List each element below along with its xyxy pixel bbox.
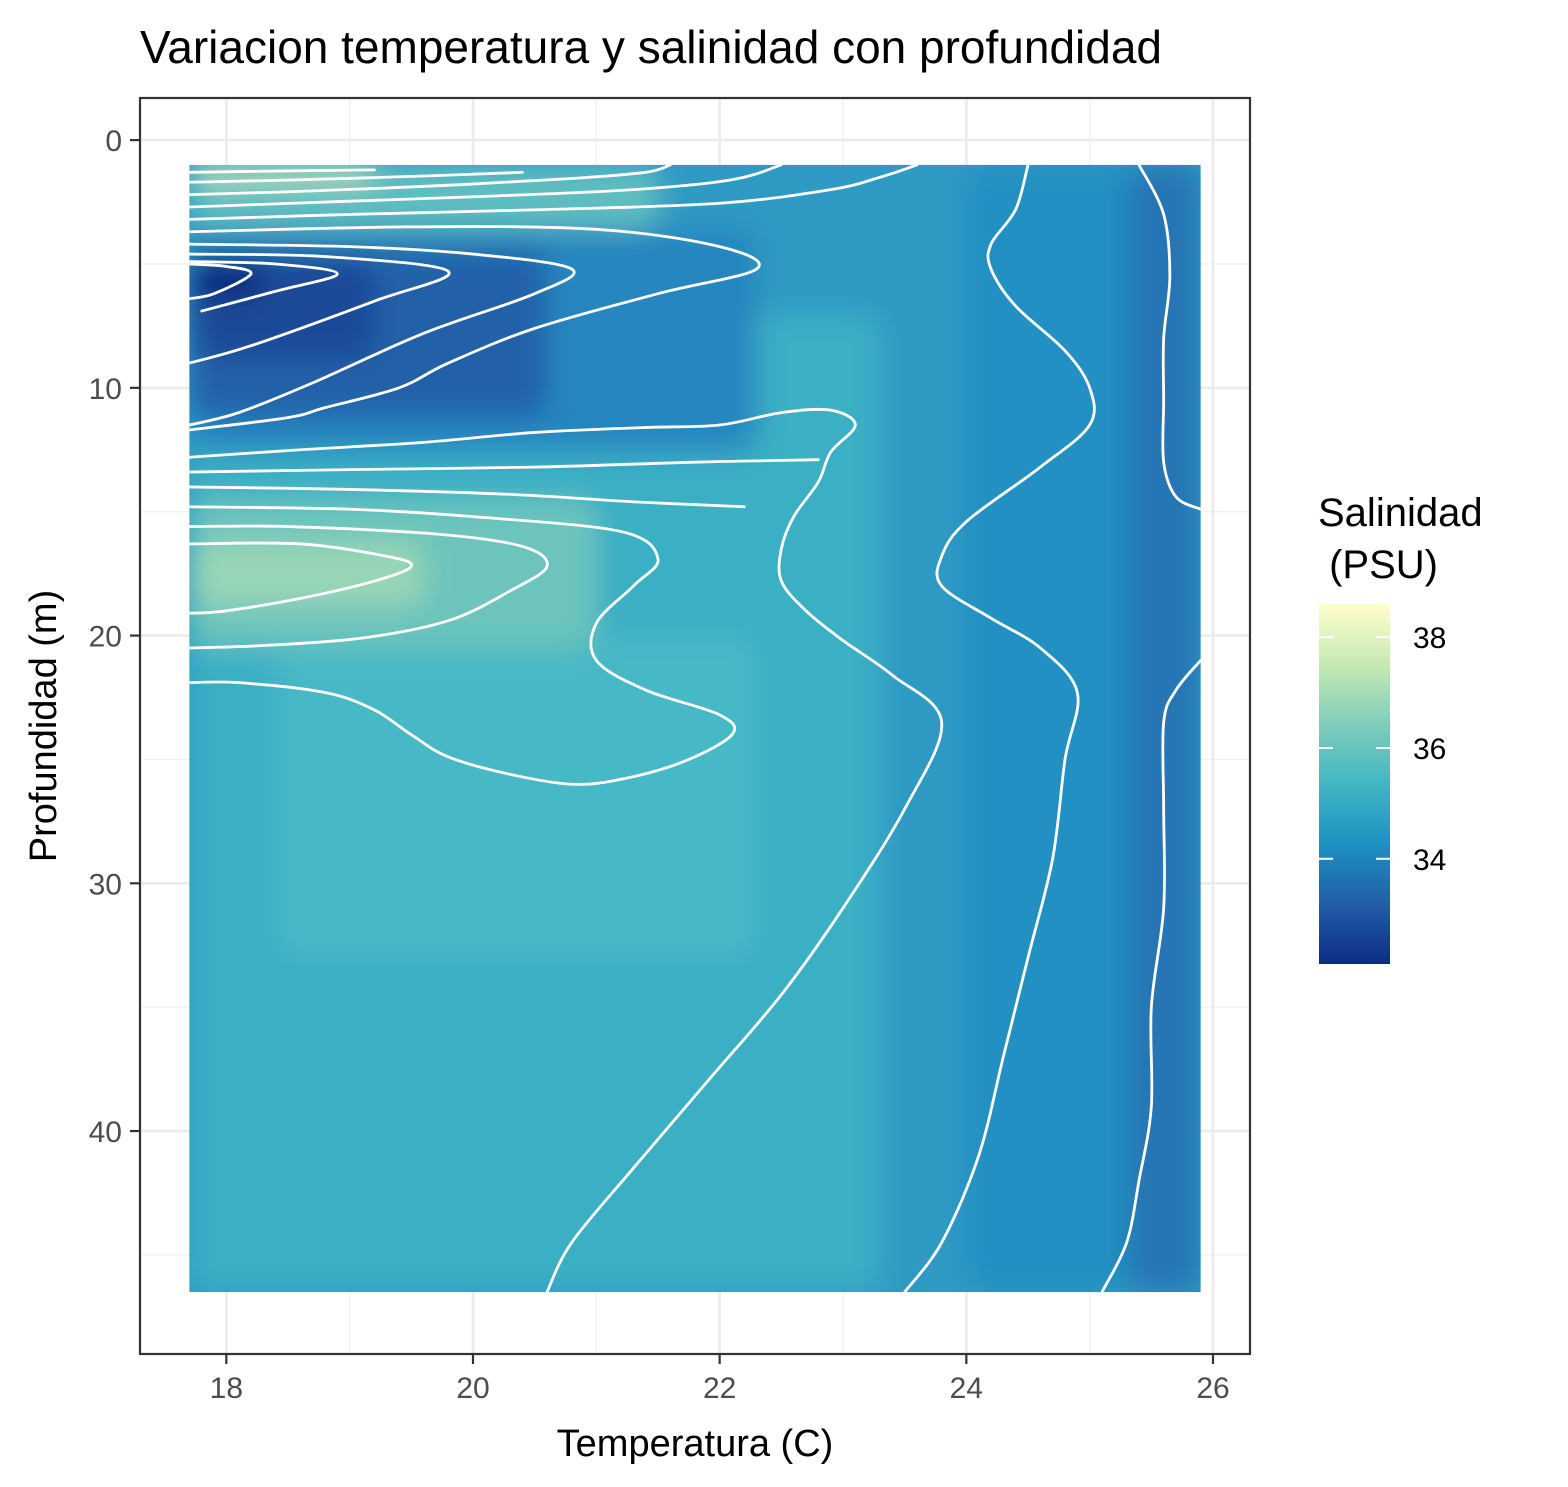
contour-line-12 bbox=[189, 458, 820, 474]
contour-line-8 bbox=[189, 252, 451, 365]
contour-line-18 bbox=[1137, 164, 1201, 511]
contour-line-6 bbox=[189, 225, 761, 432]
y-axis: 0 10 20 30 40 bbox=[89, 125, 140, 1149]
contour-line-10 bbox=[189, 262, 253, 301]
legend-label: 38 bbox=[1413, 622, 1446, 655]
contour-line-13 bbox=[189, 485, 746, 509]
salinity-contours bbox=[189, 164, 1201, 1293]
y-tick-label: 20 bbox=[89, 621, 122, 654]
x-tick-label: 22 bbox=[703, 1372, 736, 1405]
y-tick-label: 40 bbox=[89, 1116, 122, 1149]
contour-line-1 bbox=[189, 168, 376, 174]
chart-title: Variacion temperatura y salinidad con pr… bbox=[140, 21, 1162, 73]
legend: Salinidad (PSU) 34 36 38 bbox=[1318, 491, 1483, 964]
contour-line-15 bbox=[189, 524, 549, 650]
heatmap-blob bbox=[966, 164, 1127, 1293]
contour-line-11 bbox=[189, 407, 944, 1293]
contour-line-17 bbox=[903, 164, 1096, 1293]
y-tick-label: 30 bbox=[89, 868, 122, 901]
x-tick-label: 26 bbox=[1196, 1372, 1229, 1405]
contour-line-14 bbox=[189, 505, 737, 786]
heatmap-blob bbox=[189, 541, 424, 606]
x-axis: 18 20 22 24 26 bbox=[210, 1354, 1230, 1405]
contour-line-9 bbox=[189, 260, 339, 313]
heatmap-blob bbox=[275, 635, 757, 958]
contour-line-2 bbox=[189, 170, 524, 184]
contour-line-7 bbox=[189, 242, 576, 427]
legend-title-line-2: (PSU) bbox=[1318, 543, 1438, 587]
legend-title-line-1: Salinidad bbox=[1318, 491, 1483, 535]
plot-panel bbox=[138, 96, 1252, 1356]
contour-line-19 bbox=[1100, 658, 1201, 1293]
y-axis-title: Profundidad (m) bbox=[23, 590, 65, 862]
x-tick-label: 18 bbox=[210, 1372, 243, 1405]
contour-line-16 bbox=[189, 541, 414, 615]
legend-ticks: 34 36 38 bbox=[1319, 622, 1446, 877]
panel-border bbox=[138, 96, 1252, 1356]
legend-label: 34 bbox=[1413, 844, 1446, 877]
y-tick-label: 0 bbox=[105, 125, 122, 158]
contour-line-4 bbox=[189, 164, 783, 209]
contour-line-5 bbox=[189, 164, 919, 221]
x-tick-label: 24 bbox=[950, 1372, 983, 1405]
y-tick-label: 10 bbox=[89, 373, 122, 406]
salinity-heatmap bbox=[189, 164, 1201, 1293]
x-tick-label: 20 bbox=[456, 1372, 489, 1405]
legend-label: 36 bbox=[1413, 733, 1446, 766]
x-axis-title: Temperatura (C) bbox=[557, 1423, 834, 1465]
legend-colorbar bbox=[1319, 604, 1390, 964]
contour-line-3 bbox=[189, 164, 672, 197]
